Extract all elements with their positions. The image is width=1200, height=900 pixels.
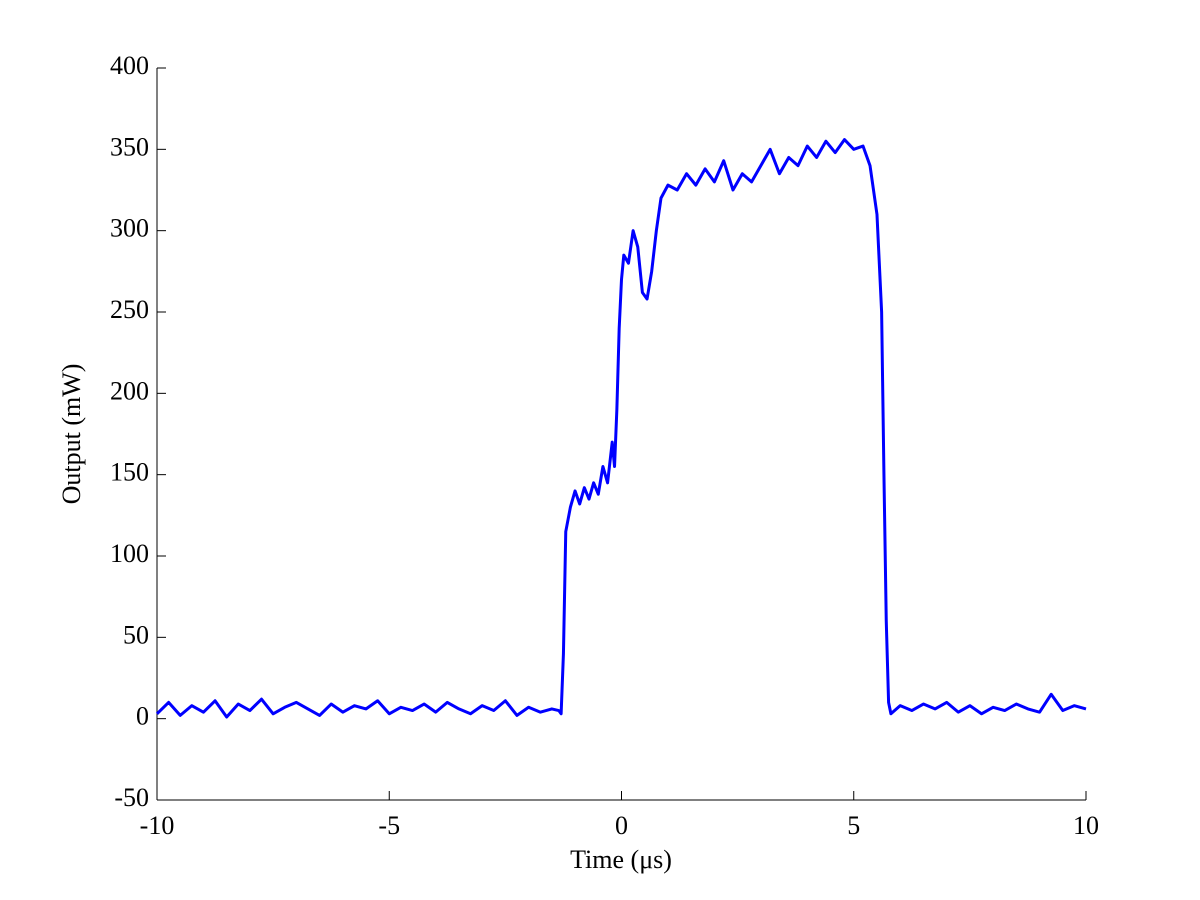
y-tick-label: 350 [110, 132, 149, 161]
y-tick-label: 100 [110, 539, 149, 568]
y-axis-label: Output (mW) [57, 364, 86, 505]
y-tick-label: 50 [123, 620, 149, 649]
y-tick-label: 150 [110, 458, 149, 487]
x-tick-label: -10 [140, 811, 175, 840]
x-tick-label: 0 [615, 811, 628, 840]
y-tick-label: 300 [110, 214, 149, 243]
data-line [155, 138, 1087, 719]
x-axis-label: Time (μs) [570, 845, 672, 874]
y-tick-label: 0 [136, 702, 149, 731]
x-tick-label: 10 [1073, 811, 1099, 840]
y-tick-label: 250 [110, 295, 149, 324]
x-tick-label: -5 [378, 811, 400, 840]
y-tick-label: 400 [110, 51, 149, 80]
y-tick-label: -50 [114, 783, 149, 812]
y-tick-label: 200 [110, 376, 149, 405]
x-tick-label: 5 [847, 811, 860, 840]
